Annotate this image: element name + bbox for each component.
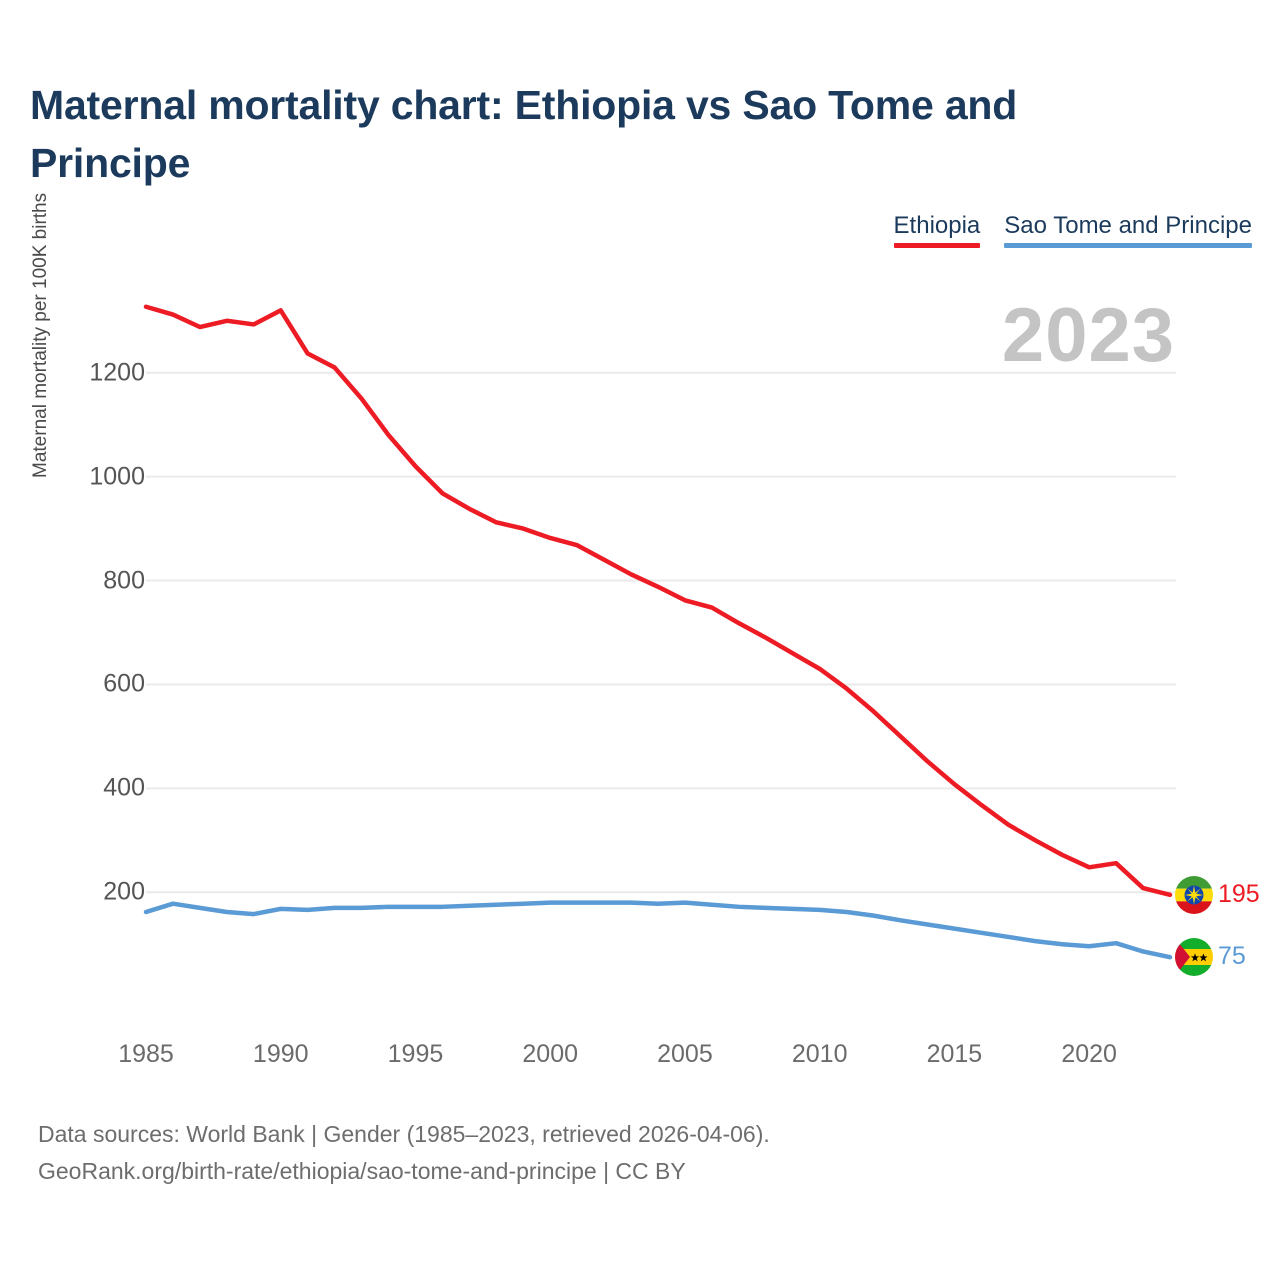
legend-color-swatch-sao-tome-and-principe: [1004, 242, 1252, 248]
series-line-ethiopia: [143, 304, 1173, 898]
y-tick-label: 400: [103, 773, 145, 802]
legend-label-sao-tome-and-principe: Sao Tome and Principe: [1004, 212, 1252, 239]
x-tick-label: 2010: [791, 1040, 848, 1068]
x-tick-label: 2005: [657, 1040, 713, 1068]
y-tick-label: 200: [103, 877, 145, 906]
x-tick-label: 1985: [118, 1040, 174, 1068]
legend-item-sao-tome-and-principe[interactable]: Sao Tome and Principe: [1004, 212, 1252, 248]
x-tick-label: 1995: [387, 1040, 444, 1068]
legend-color-swatch-ethiopia: [893, 242, 981, 248]
y-axis-ticks: 200 400 600 800 1000 1200: [60, 0, 145, 1280]
y-tick-label: 1200: [89, 358, 145, 387]
x-tick-label: 2000: [522, 1040, 579, 1068]
chart-legend: Ethiopia Sao Tome and Principe: [893, 212, 1252, 248]
end-value-ethiopia: 195: [1218, 879, 1260, 908]
footer-sources: Data sources: World Bank | Gender (1985–…: [38, 1116, 770, 1191]
x-tick-label: 2015: [926, 1040, 983, 1068]
y-tick-label: 600: [103, 669, 145, 698]
gridlines: [146, 371, 1176, 894]
x-tick-label: 1990: [252, 1040, 309, 1068]
x-tick-label: 2020: [1061, 1040, 1117, 1068]
series-line-sao-tome-and-principe: [143, 900, 1173, 960]
ethiopia-flag-icon: [1175, 875, 1213, 914]
y-tick-label: 1000: [89, 462, 145, 491]
y-tick-label: 800: [103, 566, 145, 595]
year-watermark: 2023: [1001, 293, 1175, 378]
page-title: Maternal mortality chart: Ethiopia vs Sa…: [30, 82, 1018, 187]
legend-item-ethiopia[interactable]: Ethiopia: [893, 212, 981, 248]
end-value-sao-tome-and-principe: 75: [1218, 942, 1246, 971]
footer-line-1: Data sources: World Bank | Gender (1985–…: [38, 1121, 770, 1147]
footer-line-2[interactable]: GeoRank.org/birth-rate/ethiopia/sao-tome…: [38, 1158, 686, 1185]
legend-label-ethiopia: Ethiopia: [893, 212, 981, 239]
sao-tome-and-principe-flag-icon: [1175, 938, 1213, 977]
